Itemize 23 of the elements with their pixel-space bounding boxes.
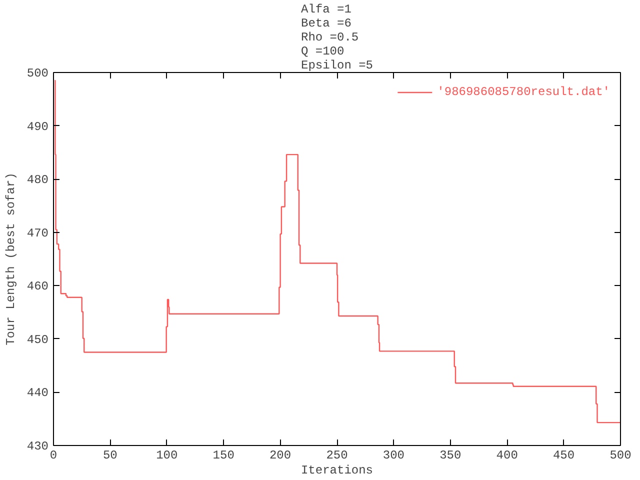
- y-tick-label: 460: [26, 280, 49, 294]
- x-tick-label: 300: [382, 448, 405, 462]
- y-tick-label: 490: [26, 120, 49, 134]
- x-tick-label: 450: [553, 448, 575, 462]
- x-tick-label: 500: [610, 448, 632, 462]
- y-axis-title: Tour Length (best sofar): [4, 172, 18, 346]
- y-tick-label: 480: [26, 173, 49, 188]
- x-tick-label: 100: [156, 448, 178, 462]
- y-tick-label: 440: [26, 386, 49, 400]
- x-axis-title: Iterations: [300, 464, 374, 478]
- chart-title: Alfa =1 Beta =6 Rho =0.5 Q =100 Epsilon =5: [300, 2, 374, 72]
- legend-label: '986986085780result.dat': [437, 85, 610, 99]
- x-tick-label: 350: [440, 448, 462, 462]
- y-tick-label: 430: [26, 440, 49, 454]
- y-tick-label: 450: [26, 332, 49, 347]
- x-tick-label: 250: [326, 448, 348, 462]
- y-tick-label: 500: [26, 66, 49, 80]
- x-tick-label: 400: [496, 448, 518, 462]
- x-tick-label: 150: [212, 448, 234, 462]
- x-tick-label: 200: [270, 448, 292, 462]
- x-tick-label: 50: [103, 448, 118, 462]
- x-tick-label: 0: [50, 448, 58, 462]
- y-tick-label: 470: [26, 226, 49, 240]
